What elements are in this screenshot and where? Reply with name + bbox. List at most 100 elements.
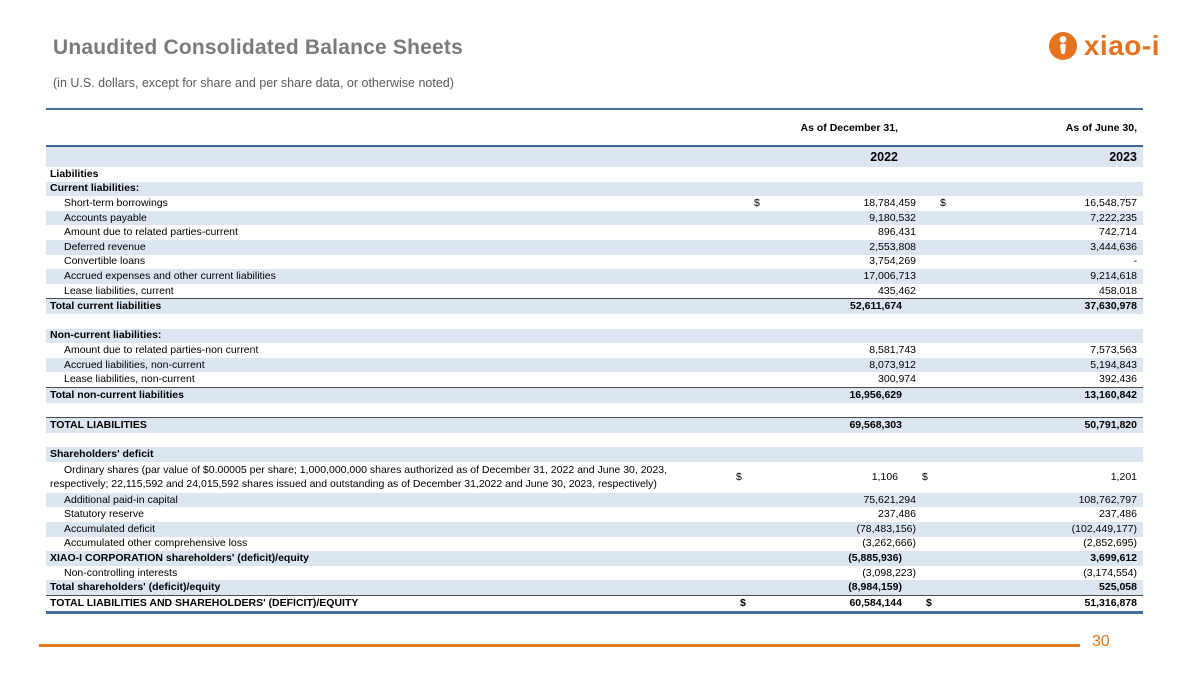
- table-row: Accrued liabilities, non-current 8,073,91…: [46, 357, 1143, 373]
- row-value-2023: 525,058: [1099, 581, 1137, 594]
- table-row: TOTAL LIABILITIES AND SHAREHOLDERS' (DEF…: [46, 595, 1143, 611]
- row-value-2022: 8,581,743: [869, 343, 916, 356]
- row-value-2022: 16,956,629: [849, 388, 902, 401]
- page-title: Unaudited Consolidated Balance Sheets: [53, 36, 463, 59]
- table-row: Accumulated deficit (78,483,156) (102,449,…: [46, 522, 1143, 537]
- row-value-2022: 18,784,459: [863, 196, 916, 209]
- footer-rule: [39, 644, 1080, 647]
- table-row: Non-controlling interests (3,098,223) (3,1…: [46, 566, 1143, 581]
- row-label: Accrued liabilities, non-current: [64, 358, 205, 371]
- row-dollar-2022: $: [740, 596, 746, 609]
- row-label: Statutory reserve: [64, 508, 144, 521]
- row-value-2023: 742,714: [1099, 226, 1137, 239]
- row-label: Accumulated other comprehensive loss: [64, 537, 248, 550]
- row-value-2023: 237,486: [1099, 508, 1137, 521]
- row-value-2022: 300,974: [878, 373, 916, 386]
- row-value-2023: 108,762,797: [1078, 493, 1137, 506]
- row-value-2023: 3,699,612: [1090, 552, 1137, 565]
- row-value-2023: 5,194,843: [1090, 358, 1137, 371]
- row-value-2023: 51,316,878: [1084, 596, 1137, 609]
- table-row: Current liabilities:: [46, 181, 1143, 197]
- page-number: 30: [1092, 633, 1110, 650]
- row-value-2023: 7,222,235: [1090, 211, 1137, 224]
- row-dollar-2022: $: [754, 196, 760, 209]
- row-value-2022: 69,568,303: [849, 418, 902, 431]
- table-column-headers: As of December 31, As of June 30,: [46, 108, 1143, 145]
- row-value-2022: 435,462: [878, 284, 916, 297]
- row-label: Liabilities: [50, 167, 99, 180]
- row-label: Total shareholders' (deficit)/equity: [50, 581, 221, 594]
- balance-sheet-table: As of December 31, As of June 30, 2022 2…: [46, 108, 1143, 614]
- row-label: Accounts payable: [64, 211, 147, 224]
- row-value-2023: 1,201: [1110, 470, 1137, 483]
- row-label: TOTAL LIABILITIES AND SHAREHOLDERS' (DEF…: [50, 596, 359, 609]
- table-row: Accrued expenses and other current liabi…: [46, 269, 1143, 284]
- row-dollar-2022: $: [736, 470, 742, 483]
- row-label: Accumulated deficit: [64, 522, 156, 535]
- row-value-2022: 17,006,713: [863, 269, 916, 282]
- table-row: Short-term borrowings $18,784,459 $16,548,…: [46, 196, 1143, 211]
- row-value-2022: 2,553,808: [869, 240, 916, 253]
- table-body: Liabilities Current liabilities: Short-ter…: [46, 167, 1143, 611]
- row-value-2023: (3,174,554): [1083, 566, 1137, 579]
- row-value-2022: (78,483,156): [856, 522, 916, 535]
- row-label: Total non-current liabilities: [50, 388, 184, 401]
- table-row: Total current liabilities 52,611,674 37,63…: [46, 298, 1143, 314]
- table-row: Shareholders' deficit: [46, 447, 1143, 462]
- row-value-2023: 50,791,820: [1084, 418, 1137, 431]
- table-row: [46, 314, 1143, 329]
- col-header-2023: As of June 30,: [1065, 121, 1137, 134]
- year-2022: 2022: [870, 150, 898, 164]
- row-value-2022: 237,486: [878, 508, 916, 521]
- row-value-2022: (5,885,936): [848, 552, 902, 565]
- row-value-2023: 37,630,978: [1084, 300, 1137, 313]
- row-value-2022: (3,098,223): [862, 566, 916, 579]
- row-value-2022: (8,984,159): [848, 581, 902, 594]
- year-2023: 2023: [1109, 150, 1137, 164]
- row-label: Short-term borrowings: [64, 196, 168, 209]
- xiaoi-logo: xiao-i: [1048, 30, 1160, 62]
- row-value-2022: (3,262,666): [862, 537, 916, 550]
- row-label: Current liabilities:: [50, 182, 140, 195]
- table-row: Non-current liabilities:: [46, 328, 1143, 344]
- table-row: Liabilities: [46, 167, 1143, 182]
- row-value-2022: 52,611,674: [850, 300, 902, 313]
- row-value-2022: 9,180,532: [869, 211, 916, 224]
- table-bottom-rule: [46, 611, 1143, 614]
- row-value-2023: (2,852,695): [1083, 537, 1137, 550]
- row-label: Shareholders' deficit: [50, 448, 154, 461]
- row-label-line2: respectively; 22,115,592 and 24,015,592 …: [50, 478, 657, 491]
- col-header-2022: As of December 31,: [800, 121, 898, 134]
- row-value-2022: 896,431: [878, 226, 916, 239]
- row-value-2023: 458,018: [1099, 284, 1137, 297]
- table-row: Lease liabilities, non-current 300,974 392…: [46, 372, 1143, 387]
- page-subtitle: (in U.S. dollars, except for share and p…: [53, 76, 454, 90]
- table-row: Total shareholders' (deficit)/equity (8,9…: [46, 580, 1143, 596]
- table-row: TOTAL LIABILITIES 69,568,303 50,791,820: [46, 417, 1143, 433]
- row-label: Convertible loans: [64, 255, 146, 268]
- row-label: Ordinary shares (par value of $0.00005 p…: [46, 463, 736, 492]
- row-value-2023: (102,449,177): [1071, 522, 1137, 535]
- row-label: Additional paid-in capital: [64, 493, 178, 506]
- row-label: Amount due to related parties-non curren…: [64, 343, 259, 356]
- row-value-2023: 9,214,618: [1090, 269, 1137, 282]
- row-label: Deferred revenue: [64, 240, 146, 253]
- row-label: TOTAL LIABILITIES: [50, 418, 147, 431]
- table-row: Accounts payable 9,180,532 7,222,235: [46, 210, 1143, 226]
- table-row: [46, 403, 1143, 418]
- row-dollar-2023: $: [926, 596, 932, 609]
- table-row: Amount due to related parties-current 896…: [46, 225, 1143, 240]
- row-value-2023: 3,444,636: [1090, 240, 1137, 253]
- row-label-line1: Ordinary shares (par value of $0.00005 p…: [64, 463, 667, 476]
- table-row: Ordinary shares (par value of $0.00005 p…: [46, 462, 1143, 493]
- table-row: Deferred revenue 2,553,808 3,444,636: [46, 239, 1143, 255]
- row-value-2022: 8,073,912: [869, 358, 916, 371]
- row-dollar-2023: $: [940, 196, 946, 209]
- row-label: Non-controlling interests: [64, 566, 178, 579]
- row-label: Lease liabilities, current: [64, 284, 174, 297]
- table-year-row: 2022 2023: [46, 145, 1143, 167]
- row-value-2023: 13,160,842: [1084, 388, 1137, 401]
- table-row: Accumulated other comprehensive loss (3,2…: [46, 537, 1143, 552]
- xiaoi-logo-wordmark: xiao-i: [1083, 30, 1160, 61]
